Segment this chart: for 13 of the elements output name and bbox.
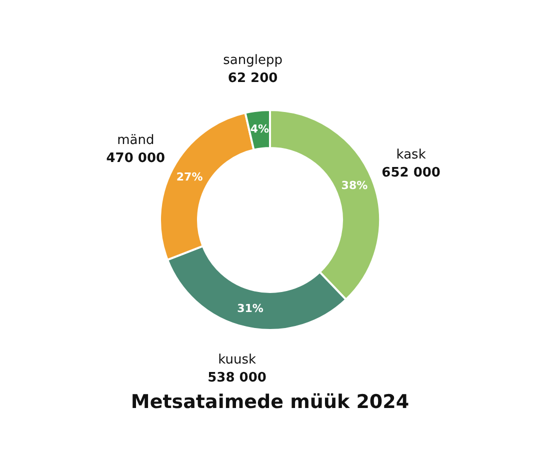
text: 31%: [237, 302, 264, 315]
text: 4%: [250, 122, 270, 136]
data-label: 470 000: [106, 150, 166, 166]
text: 38%: [341, 179, 368, 192]
data-label: 538 000: [208, 370, 266, 386]
slice-label: sanglepp: [223, 52, 282, 68]
slice-label: kask: [396, 147, 426, 162]
slice-label: kuusk: [218, 352, 256, 368]
text: Metsataimede müük 2024: [130, 391, 410, 413]
data-label: 62 200: [228, 70, 278, 86]
text: 27%: [176, 170, 203, 184]
slice-label: mänd: [117, 132, 154, 148]
data-label: 652 000: [382, 165, 440, 180]
